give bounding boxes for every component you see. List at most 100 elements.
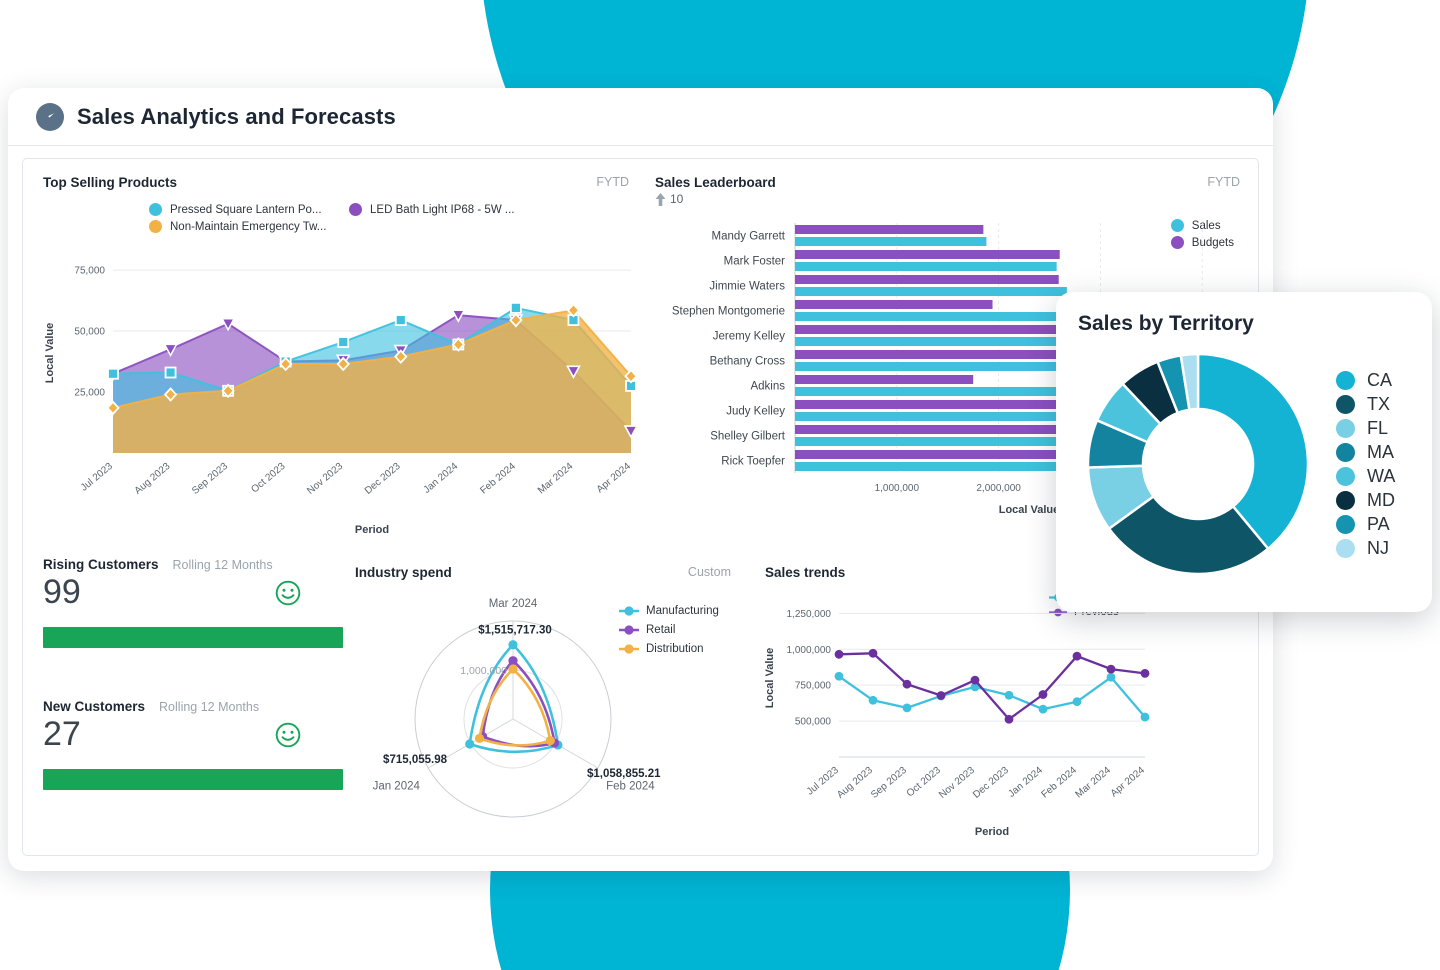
svg-text:1,000,000: 1,000,000: [787, 645, 832, 656]
svg-text:Aug 2023: Aug 2023: [835, 765, 875, 801]
legend-swatch-non-maintain-emergency: [149, 220, 162, 233]
territory-legend-label: NJ: [1367, 537, 1389, 558]
svg-text:25,000: 25,000: [74, 388, 105, 399]
svg-text:1,250,000: 1,250,000: [787, 609, 832, 620]
territory-legend-item[interactable]: PA: [1336, 512, 1395, 536]
period-filter-label[interactable]: Custom: [687, 565, 731, 579]
svg-text:Mar 2024: Mar 2024: [536, 461, 576, 497]
panel-sales-leaderboard: Sales Leaderboard 10 FYTD Sales: [643, 167, 1252, 549]
svg-text:Oct 2023: Oct 2023: [249, 461, 287, 496]
legend-item[interactable]: Sales: [1170, 219, 1234, 232]
territory-legend-swatch-tx: [1336, 394, 1355, 414]
legend-marker-retail: [619, 625, 639, 635]
svg-text:750,000: 750,000: [795, 681, 832, 692]
legend-item[interactable]: Budgets: [1170, 236, 1234, 249]
svg-text:Dec 2023: Dec 2023: [971, 765, 1011, 801]
territory-legend-label: CA: [1367, 369, 1393, 390]
territory-legend-item[interactable]: CA: [1336, 368, 1395, 392]
svg-text:Mar 2024: Mar 2024: [489, 598, 538, 610]
svg-text:Feb 2024: Feb 2024: [478, 461, 518, 497]
territory-legend-swatch-wa: [1336, 466, 1355, 486]
smiley-face-icon: [275, 580, 301, 606]
svg-text:2,000,000: 2,000,000: [976, 483, 1021, 494]
territory-title: Sales by Territory: [1078, 312, 1254, 335]
panel-industry-spend: Industry spend Custom Manufacturing: [343, 557, 743, 847]
donut-chart[interactable]: [1078, 344, 1318, 584]
legend-swatch-led-bath-light: [349, 203, 362, 216]
legend-label: Manufacturing: [646, 605, 719, 617]
svg-text:50,000: 50,000: [74, 327, 105, 338]
svg-text:1,000,000: 1,000,000: [460, 665, 507, 677]
svg-text:Sep 2023: Sep 2023: [869, 765, 909, 801]
legend-label: Pressed Square Lantern Po...: [170, 203, 322, 216]
chart-legend: Pressed Square Lantern Po... LED Bath Li…: [149, 203, 549, 233]
period-filter-label[interactable]: FYTD: [1207, 175, 1240, 189]
gauge-icon: [36, 102, 64, 131]
legend-marker-distribution: [619, 644, 639, 654]
panel-header: Industry spend Custom: [343, 557, 743, 580]
panel-rising-customers: Rising Customers Rolling 12 Months 99: [31, 557, 343, 685]
territory-legend-swatch-md: [1336, 490, 1355, 510]
svg-text:Apr 2024: Apr 2024: [595, 461, 633, 496]
rank-indicator: 10: [655, 192, 776, 206]
svg-text:Feb 2024: Feb 2024: [1039, 765, 1079, 801]
panel-title: Sales trends: [765, 565, 846, 580]
svg-text:Aug 2023: Aug 2023: [133, 461, 173, 497]
svg-text:Mandy Garrett: Mandy Garrett: [712, 231, 786, 243]
legend-swatch-budgets: [1170, 236, 1184, 249]
legend-item[interactable]: Distribution: [619, 643, 719, 655]
panel-top-selling-products: Top Selling Products FYTD Pressed Square…: [31, 167, 641, 549]
territory-legend: CA TX FL MA WA MD PA NJ: [1336, 368, 1395, 560]
legend-item[interactable]: Manufacturing: [619, 605, 719, 617]
kpi-header: Rising Customers Rolling 12 Months: [31, 557, 331, 572]
svg-text:Jeremy Kelley: Jeremy Kelley: [713, 331, 785, 343]
legend-item[interactable]: Non-Maintain Emergency Tw...: [149, 220, 349, 233]
page-title: Sales Analytics and Forecasts: [77, 103, 396, 129]
territory-legend-item[interactable]: MD: [1336, 488, 1395, 512]
radar-chart[interactable]: Mar 2024 Feb 2024 Jan 2024 1,000,000 $1,515,…: [343, 589, 743, 844]
panel-header: Top Selling Products FYTD: [31, 167, 641, 190]
svg-text:Mar 2024: Mar 2024: [1073, 765, 1113, 801]
territory-legend-item[interactable]: TX: [1336, 392, 1395, 416]
svg-text:Nov 2023: Nov 2023: [305, 461, 345, 497]
territory-legend-item[interactable]: MA: [1336, 440, 1395, 464]
svg-text:Period: Period: [355, 524, 389, 536]
kpi-range-label[interactable]: Rolling 12 Months: [172, 558, 273, 572]
arrow-up-icon: [655, 192, 666, 206]
kpi-range-label[interactable]: Rolling 12 Months: [159, 700, 260, 714]
territory-legend-item[interactable]: FL: [1336, 416, 1395, 440]
period-filter-label[interactable]: FYTD: [596, 175, 629, 189]
legend-swatch-pressed-square-lantern: [149, 203, 162, 216]
svg-text:Jul 2023: Jul 2023: [79, 461, 115, 494]
svg-text:Stephen Montgomerie: Stephen Montgomerie: [672, 306, 785, 318]
svg-text:Shelley Gilbert: Shelley Gilbert: [710, 431, 786, 443]
territory-legend-item[interactable]: WA: [1336, 464, 1395, 488]
legend-item[interactable]: LED Bath Light IP68 - 5W ...: [349, 203, 549, 216]
card-header: Sales Analytics and Forecasts: [8, 88, 1273, 146]
territory-legend-swatch-pa: [1336, 514, 1355, 534]
svg-text:Local Value: Local Value: [999, 504, 1060, 516]
svg-text:Sep 2023: Sep 2023: [190, 461, 230, 497]
kpi-progress-bar: [43, 627, 343, 649]
rank-value: 10: [670, 192, 684, 206]
smiley-face-icon: [275, 722, 301, 748]
area-chart[interactable]: 25,000 50,000 75,000 Jul 2023 Aug 2023 Sep 20…: [31, 245, 641, 545]
legend-label: Retail: [646, 624, 676, 636]
legend-item[interactable]: Retail: [619, 624, 719, 636]
svg-text:$1,058,855.21: $1,058,855.21: [587, 768, 661, 780]
legend-marker-previous: [1049, 608, 1067, 616]
legend-item[interactable]: Pressed Square Lantern Po...: [149, 203, 349, 216]
panel-title: Sales Leaderboard: [655, 175, 776, 190]
panel-title-group: Sales Leaderboard 10: [655, 175, 776, 206]
territory-legend-label: FL: [1367, 417, 1389, 438]
territory-legend-swatch-nj: [1336, 538, 1355, 558]
territory-legend-item[interactable]: NJ: [1336, 536, 1395, 560]
svg-text:Period: Period: [975, 826, 1009, 838]
sales-by-territory-card: Sales by Territory CA TX FL MA WA MD PA NJ: [1056, 292, 1432, 612]
svg-text:500,000: 500,000: [795, 717, 832, 728]
panel-new-customers: New Customers Rolling 12 Months 27: [31, 699, 343, 827]
svg-text:Rick Toepfer: Rick Toepfer: [721, 456, 785, 468]
